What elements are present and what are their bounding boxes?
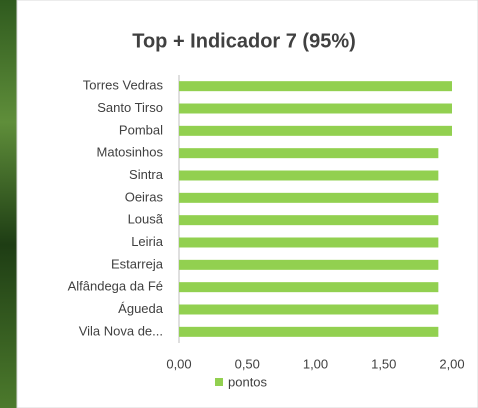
bar <box>179 282 439 293</box>
bar <box>179 304 439 315</box>
y-tick-label: Alfândega da Fé <box>68 279 163 294</box>
x-tick-label: 0,50 <box>235 356 260 371</box>
x-tick-label: 1,00 <box>303 356 328 371</box>
chart-area <box>16 0 478 408</box>
y-tick-label: Torres Vedras <box>83 78 164 93</box>
y-tick-label: Santo Tirso <box>97 100 163 115</box>
x-tick-label: 2,00 <box>439 356 464 371</box>
y-tick-label: Lousã <box>128 212 164 227</box>
y-tick-label: Vila Nova de... <box>79 323 163 338</box>
x-tick-label: 0,00 <box>166 356 191 371</box>
y-tick-label: Leiria <box>131 234 164 249</box>
y-tick-label: Oeiras <box>125 189 164 204</box>
bar <box>179 326 439 337</box>
chart-title: Top + Indicador 7 (95%) <box>132 30 356 52</box>
x-tick-label: 1,50 <box>371 356 396 371</box>
bar <box>179 148 439 159</box>
bar <box>179 170 439 181</box>
bar <box>179 259 439 270</box>
y-tick-label: Pombal <box>119 122 163 137</box>
bar <box>179 103 452 114</box>
bar <box>179 192 439 203</box>
bar <box>179 237 439 248</box>
y-tick-label: Sintra <box>129 167 164 182</box>
legend-swatch <box>215 378 223 386</box>
y-tick-label: Águeda <box>118 301 164 316</box>
y-tick-label: Matosinhos <box>97 145 164 160</box>
bar <box>179 125 452 136</box>
y-tick-label: Estarreja <box>111 256 164 271</box>
bar <box>179 81 452 92</box>
legend-label: pontos <box>228 374 268 389</box>
bar <box>179 215 439 226</box>
